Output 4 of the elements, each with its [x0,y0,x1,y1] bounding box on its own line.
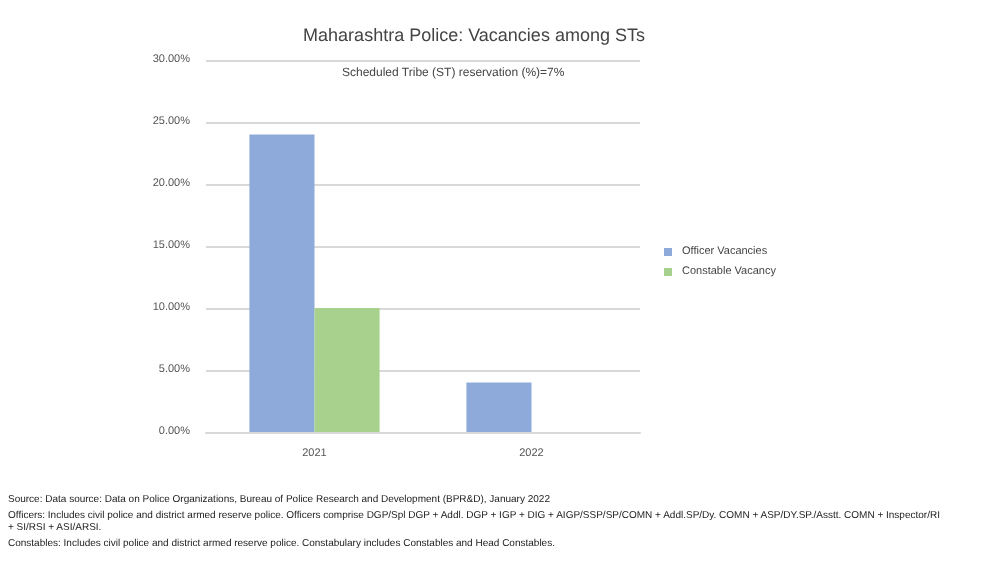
bar [314,308,380,432]
bar [249,134,315,432]
bar [466,382,532,432]
chart-title: Maharashtra Police: Vacancies among STs [303,25,646,45]
